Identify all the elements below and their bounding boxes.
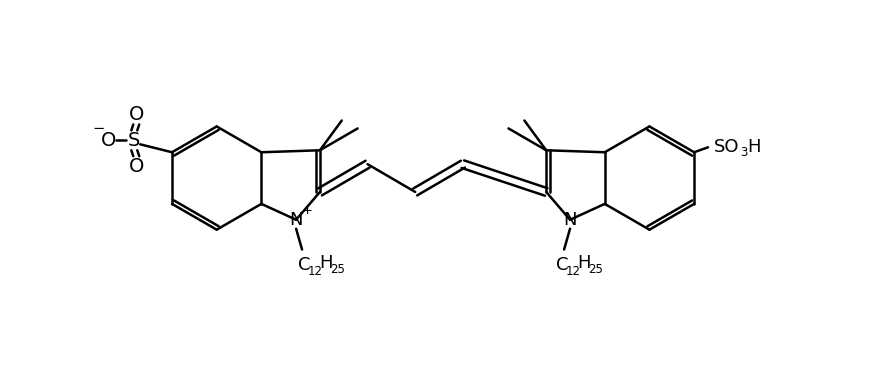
Text: −: − [92,121,105,136]
Text: H: H [748,138,761,156]
Text: H: H [319,254,332,272]
Text: S: S [128,131,141,150]
Text: O: O [128,105,144,124]
Text: 12: 12 [307,265,323,278]
Text: 12: 12 [565,265,580,278]
Text: C: C [298,256,310,275]
Text: C: C [556,256,568,275]
Text: H: H [577,254,591,272]
Text: 25: 25 [330,263,346,276]
Text: +: + [301,204,313,217]
Text: SO: SO [714,138,740,156]
Text: 3: 3 [740,146,747,159]
Text: N: N [563,211,577,229]
Text: O: O [101,131,116,150]
Text: N: N [290,211,303,229]
Text: O: O [128,157,144,176]
Text: 25: 25 [588,263,603,276]
